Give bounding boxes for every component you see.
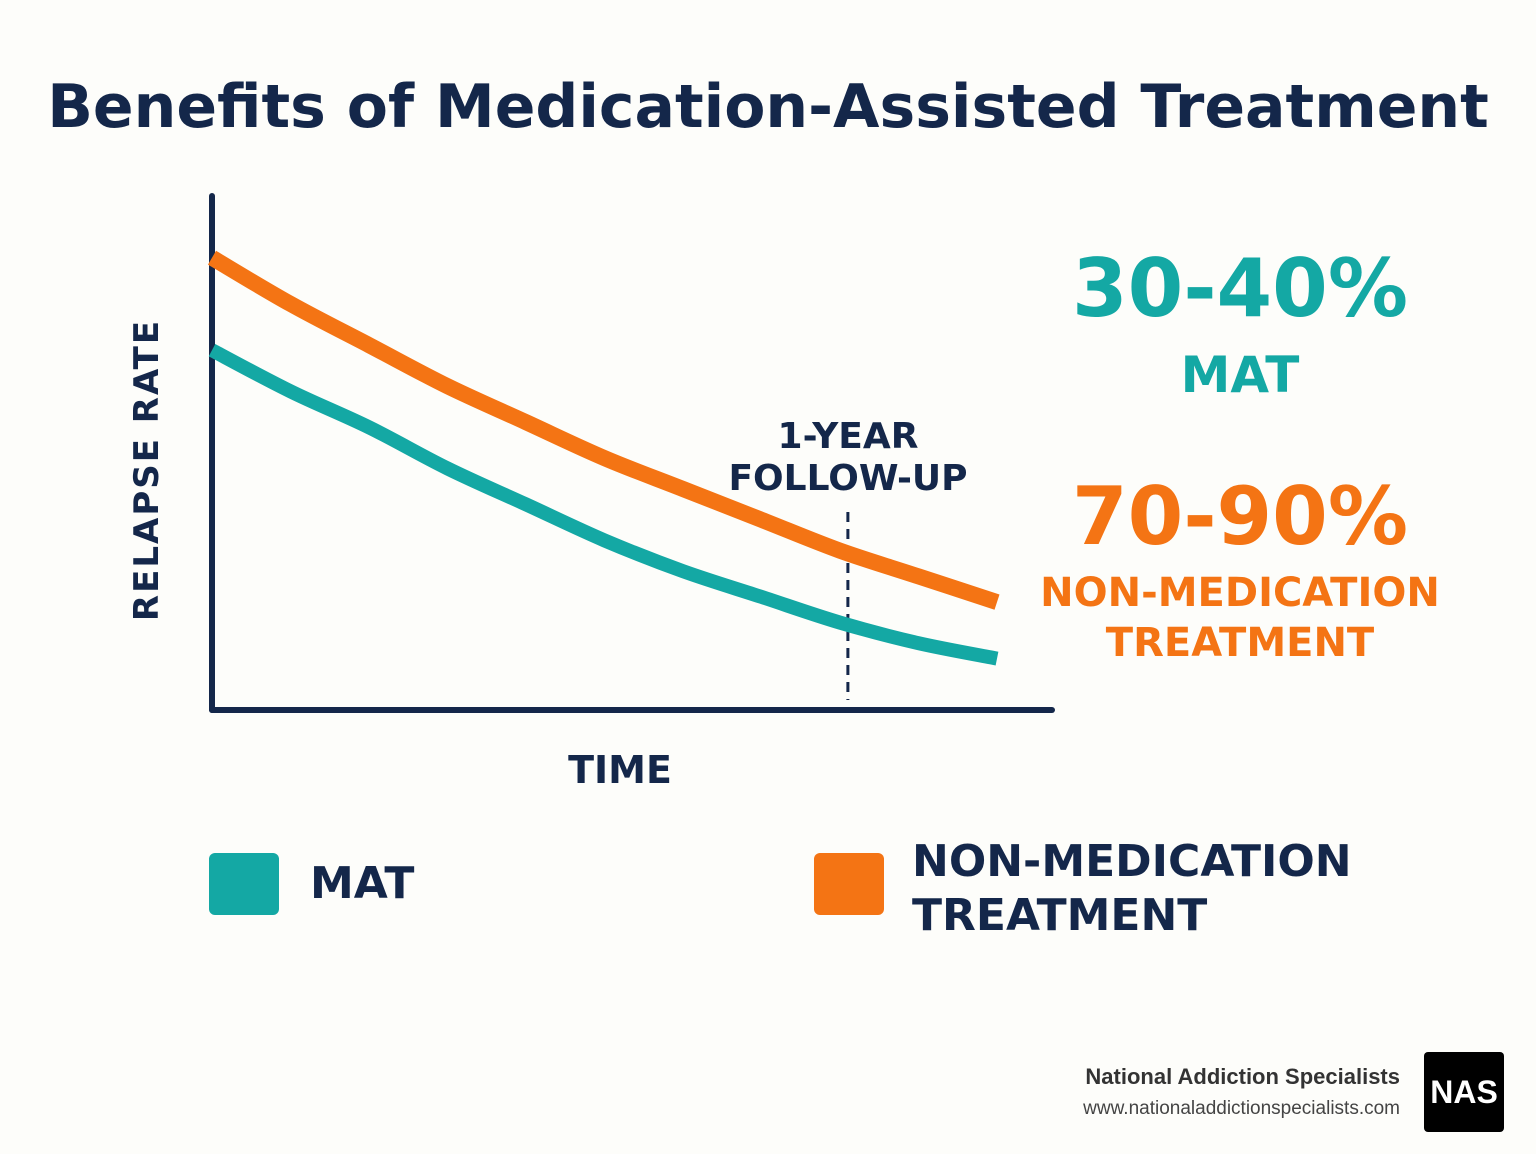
nas-logo: NAS [1424,1052,1504,1132]
annotation-line-2: FOLLOW-UP [728,458,967,499]
footer-website: www.nationaladdictionspecialists.com [1083,1098,1400,1119]
series-line-non-medication [207,250,1000,610]
footer-organization: National Addiction Specialists [1085,1064,1400,1089]
mat-relapse-stat: 30-40% [1071,242,1408,335]
series-line-mat [208,344,999,666]
legend-label-mat: MAT [310,858,415,909]
legend-label-non-medication-line-1: NON-MEDICATION [912,836,1352,887]
non-medication-relapse-stat: 70-90% [1071,470,1408,563]
legend-label-non-medication-line-2: TREATMENT [912,890,1208,941]
legend-swatch-mat [209,853,279,915]
mat-stat-label: MAT [1180,346,1300,404]
x-axis-label: TIME [568,748,672,792]
non-medication-stat-label-line-2: TREATMENT [1105,620,1375,666]
legend-swatch-non-medication [814,853,884,915]
annotation-line-1: 1-YEAR [778,416,919,457]
legend-label-non-medication: NON-MEDICATION TREATMENT [912,835,1352,943]
y-axis-label: RELAPSE RATE [127,319,167,621]
non-medication-stat-label: NON-MEDICATION TREATMENT [1040,568,1440,668]
chart-title: Benefits of Medication-Assisted Treatmen… [47,72,1489,142]
non-medication-stat-label-line-1: NON-MEDICATION [1040,570,1440,616]
